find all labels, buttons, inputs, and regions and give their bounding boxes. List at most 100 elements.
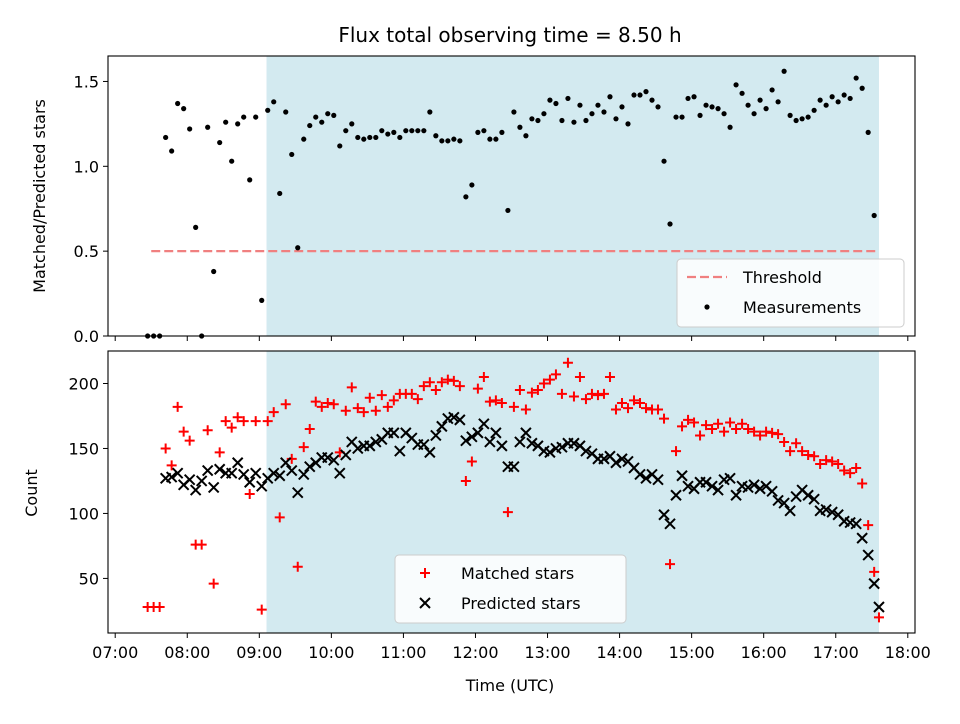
data-point	[472, 427, 484, 439]
data-point	[340, 449, 352, 461]
data-point	[493, 136, 499, 142]
data-point	[298, 468, 310, 481]
data-point	[184, 435, 195, 446]
data-point	[250, 416, 261, 427]
data-point	[863, 520, 874, 531]
data-point	[839, 465, 850, 476]
legend-threshold-label: Threshold	[742, 268, 822, 287]
data-point	[625, 121, 631, 127]
data-point	[481, 128, 487, 134]
data-point	[784, 505, 796, 517]
data-point	[424, 446, 436, 459]
data-point	[769, 87, 775, 93]
data-point	[268, 467, 280, 479]
data-point	[713, 418, 724, 429]
x-tick-label: 12:00	[452, 643, 498, 662]
data-point	[841, 92, 847, 98]
data-point	[439, 138, 445, 144]
data-point	[643, 89, 649, 95]
data-point	[827, 456, 838, 467]
data-point	[523, 133, 529, 139]
data-point	[460, 434, 472, 447]
data-point	[601, 109, 607, 115]
data-point	[781, 68, 787, 74]
data-point	[761, 426, 772, 437]
data-point	[472, 383, 483, 394]
data-point	[442, 374, 453, 385]
data-point	[280, 457, 292, 469]
data-point	[165, 471, 178, 483]
data-point	[214, 447, 225, 458]
data-point	[487, 136, 493, 142]
data-point	[805, 114, 811, 120]
y-tick-label: 1.5	[74, 72, 99, 91]
data-point	[803, 449, 814, 460]
data-point	[526, 437, 538, 449]
data-point	[655, 104, 661, 110]
data-point	[772, 494, 784, 507]
data-point	[238, 416, 249, 427]
data-point	[171, 467, 184, 479]
data-point	[670, 489, 682, 501]
data-point	[334, 467, 346, 479]
data-point	[664, 518, 676, 530]
data-point	[243, 476, 256, 488]
legend-predicted-label: Predicted stars	[461, 594, 581, 613]
data-point	[659, 413, 670, 424]
data-point	[556, 441, 568, 453]
data-point	[757, 97, 763, 103]
axes-frame	[107, 350, 916, 634]
data-point	[211, 268, 217, 275]
data-point	[568, 391, 579, 402]
data-point	[373, 134, 379, 141]
data-point	[280, 399, 291, 410]
legend-measurements-label: Measurements	[743, 298, 861, 317]
data-point	[475, 129, 481, 135]
data-point	[385, 131, 391, 137]
data-point	[183, 473, 196, 486]
data-point	[403, 128, 409, 134]
ratio-panel: 0.0 0.5 1.0 1.5 Threshold Measurements	[74, 55, 916, 346]
data-point	[568, 437, 580, 449]
y-tick-label: 0.5	[74, 242, 99, 261]
data-point	[873, 612, 884, 623]
data-point	[820, 503, 832, 516]
x-tick-label: 17:00	[813, 643, 859, 662]
data-point	[833, 459, 844, 470]
data-point	[289, 151, 295, 158]
data-point	[817, 97, 823, 103]
data-point	[785, 446, 796, 457]
data-point	[430, 384, 441, 395]
data-point	[697, 112, 703, 118]
data-point	[271, 99, 277, 105]
data-point	[343, 128, 349, 134]
data-point	[727, 124, 733, 130]
data-point	[598, 453, 610, 465]
data-point	[725, 417, 736, 428]
data-point	[364, 440, 376, 452]
data-point	[745, 102, 751, 108]
data-point	[268, 407, 279, 418]
data-point	[809, 451, 820, 462]
data-point	[382, 401, 393, 412]
data-point	[352, 442, 364, 455]
data-point	[283, 109, 289, 115]
data-point	[653, 404, 664, 415]
data-point	[743, 423, 754, 434]
data-point	[598, 388, 609, 399]
data-point	[871, 212, 877, 219]
data-point	[469, 182, 475, 188]
data-point	[766, 485, 778, 498]
data-point	[731, 423, 742, 434]
data-point	[451, 136, 457, 142]
data-point	[706, 480, 718, 492]
data-point	[337, 143, 343, 149]
data-point	[689, 417, 700, 428]
x-tick-label: 15:00	[669, 643, 715, 662]
data-point	[340, 405, 351, 416]
data-point	[853, 75, 859, 81]
data-point	[424, 377, 435, 388]
data-point	[793, 117, 799, 124]
predicted-stars-points	[159, 411, 885, 613]
data-point	[739, 90, 745, 96]
